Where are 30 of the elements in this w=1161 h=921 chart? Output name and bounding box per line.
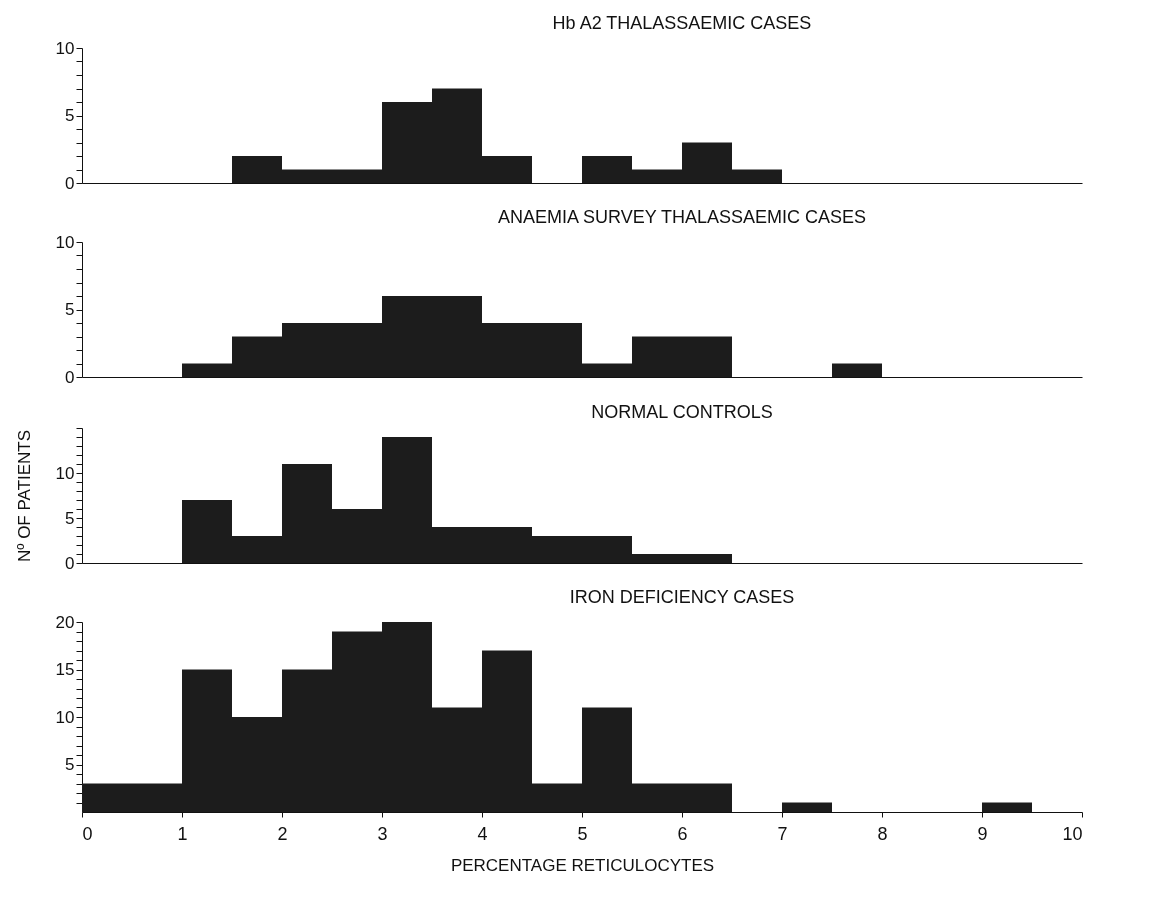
chart-title: Hb A2 THALASSAEMIC CASES xyxy=(552,13,812,33)
y-tick-label: 5 xyxy=(65,755,75,774)
y-tick-label: 15 xyxy=(55,660,75,679)
x-tick-label: 7 xyxy=(777,823,788,844)
chart-title: IRON DEFICIENCY CASES xyxy=(569,587,795,607)
x-tick-label: 9 xyxy=(977,823,988,844)
y-tick-label: 10 xyxy=(55,232,75,252)
x-tick-label: 10 xyxy=(1062,823,1083,844)
chart-title: NORMAL CONTROLS xyxy=(591,401,773,422)
y-tick-label: 20 xyxy=(55,612,75,632)
x-axis-title: PERCENTAGE RETICULOCYTES xyxy=(450,855,715,875)
x-tick-label: 0 xyxy=(82,823,93,844)
x-tick-label: 1 xyxy=(177,823,188,844)
y-tick-label: 10 xyxy=(55,463,75,483)
y-tick-label: 10 xyxy=(55,707,75,727)
y-axis-title: Nº OF PATIENTS xyxy=(14,429,34,563)
x-tick-label: 8 xyxy=(877,823,888,844)
y-tick-label: 0 xyxy=(65,553,75,573)
y-tick-label: 5 xyxy=(65,300,75,319)
x-tick-label: 3 xyxy=(377,823,388,844)
y-tick-label: 0 xyxy=(65,367,75,387)
y-tick-label: 0 xyxy=(65,173,75,193)
x-tick-label: 6 xyxy=(677,823,688,844)
y-tick-label: 5 xyxy=(65,106,75,125)
x-tick-label: 4 xyxy=(477,823,488,844)
chart-title: ANAEMIA SURVEY THALASSAEMIC CASES xyxy=(497,207,867,227)
y-tick-label: 5 xyxy=(65,508,75,528)
y-tick-label: 10 xyxy=(55,38,75,58)
x-tick-label: 2 xyxy=(277,823,288,844)
x-tick-label: 5 xyxy=(577,823,588,844)
